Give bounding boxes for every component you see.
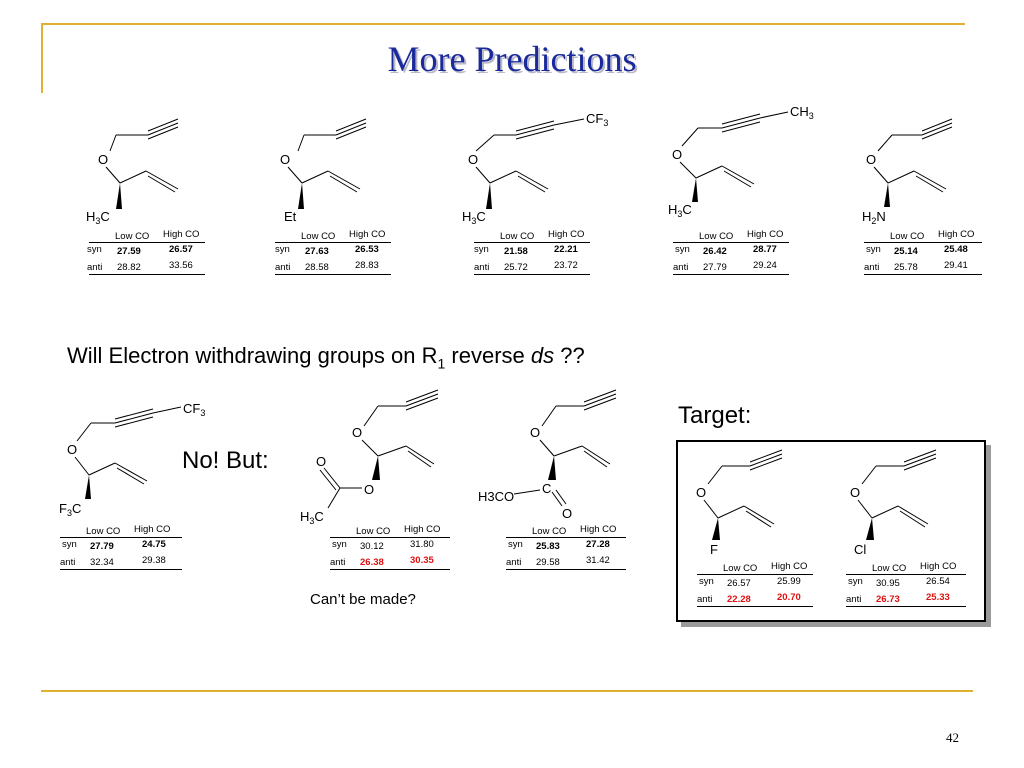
data-table-2: Low CO High CO syn 27.63 26.53 anti 28.5… [275, 229, 400, 279]
molecule-4: CH3 O H3C [668, 104, 814, 219]
data-table-4: Low CO High CO syn 26.42 28.77 anti 27.7… [673, 229, 798, 279]
target-label: Target: [678, 402, 752, 429]
ether-oxygen: O [866, 152, 876, 167]
ether-oxygen: O [280, 152, 290, 167]
ether-oxygen: O [530, 425, 540, 440]
top-rule [41, 23, 965, 25]
molecule-9: O F [696, 449, 783, 557]
ether-oxygen: O [672, 147, 682, 162]
molecule-7: O O O H3C [300, 389, 439, 526]
question-text: Will Electron withdrawing groups on R1 r… [67, 343, 585, 372]
ether-oxygen: O [98, 152, 108, 167]
no-but-text: No! But: [182, 447, 269, 474]
data-table-9: Low CO High CO syn 26.57 25.99 anti 22.2… [697, 561, 822, 611]
alkyne-end-label: CF3 [586, 111, 608, 128]
substituent-label: H2N [862, 209, 886, 226]
ether-oxygen: O [696, 485, 706, 500]
target-box [676, 440, 986, 622]
substituent-label: Cl [854, 542, 866, 557]
data-table-3: Low CO High CO syn 21.58 22.21 anti 25.7… [474, 229, 599, 279]
carbonyl-carbon: C [542, 481, 551, 496]
molecule-6: CF3 O F3C [59, 401, 205, 518]
data-table-7: Low CO High CO syn 30.12 31.80 anti 26.3… [330, 524, 455, 574]
carbonyl-oxygen: O [562, 506, 572, 521]
molecule-5: O H2N [862, 118, 953, 226]
substituent-label: H3C [668, 202, 692, 219]
page-number: 42 [946, 730, 959, 745]
substituent-label: H3C [462, 209, 486, 226]
data-table-5: Low CO High CO syn 25.14 25.48 anti 25.7… [864, 229, 989, 279]
substituent-label: H3C [86, 209, 110, 226]
ether-oxygen: O [67, 442, 77, 457]
ester-oxygen: O [364, 482, 374, 497]
alkyne-end-label: CH3 [790, 104, 814, 121]
slide-title: More Predictions [387, 39, 637, 79]
substituent-label: H3CO [478, 489, 514, 504]
substituent-label: H3C [300, 509, 324, 526]
data-table-8: Low CO High CO syn 25.83 27.28 anti 29.5… [506, 524, 631, 574]
molecule-1: O H3C [86, 118, 179, 226]
substituent-label: F3C [59, 501, 81, 518]
substituent-label: Et [284, 209, 297, 224]
ether-oxygen: O [468, 152, 478, 167]
alkyne-end-label: CF3 [183, 401, 205, 418]
molecule-3: CF3 O H3C [462, 111, 608, 226]
molecule-10: O Cl [850, 449, 937, 557]
data-table-6: Low CO High CO syn 27.79 24.75 anti 32.3… [60, 524, 185, 574]
data-table-1: Low CO High CO syn 27.59 26.57 anti 28.8… [85, 229, 210, 279]
left-rule [41, 23, 43, 93]
molecule-2: O Et [280, 118, 367, 224]
ether-oxygen: O [352, 425, 362, 440]
data-table-10: Low CO High CO syn 30.95 26.54 anti 26.7… [846, 561, 971, 611]
bottom-rule [41, 690, 973, 692]
cant-be-made-note: Can’t be made? [310, 591, 416, 608]
molecule-8: O C O H3CO [478, 389, 617, 521]
ether-oxygen: O [850, 485, 860, 500]
substituent-label: F [710, 542, 718, 557]
carbonyl-oxygen: O [316, 454, 326, 469]
